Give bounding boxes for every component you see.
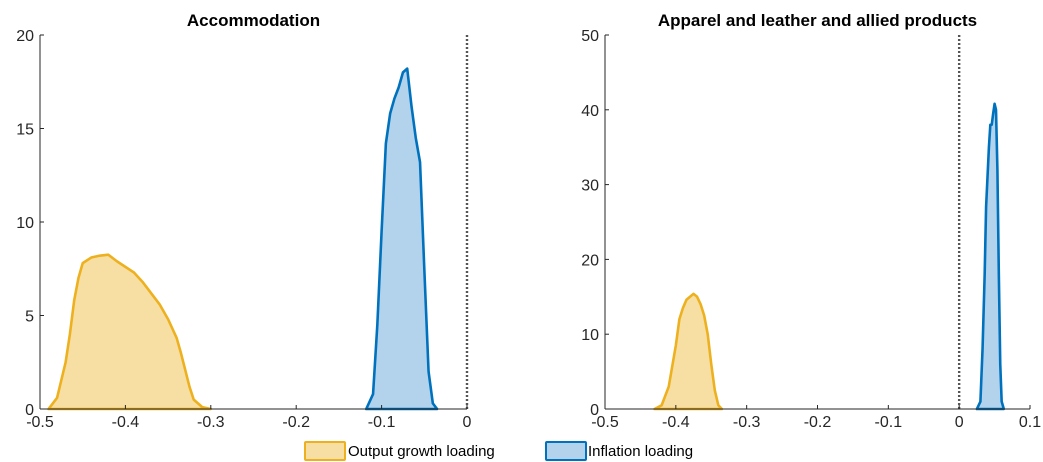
x-tick-label: -0.4 [662,414,690,431]
x-tick-label: -0.3 [197,414,225,431]
density-area-inflation [364,67,439,411]
x-tick-label: -0.1 [875,414,903,431]
legend-label-inflation: Inflation loading [588,443,693,460]
y-tick-label: 50 [581,28,599,45]
y-tick-label: 20 [16,28,34,45]
y-tick-label: 40 [581,103,599,120]
y-tick-label: 5 [25,309,34,326]
panel-apparel: Apparel and leather and allied products … [581,11,1041,431]
legend: Output growth loading Inflation loading [304,441,693,461]
x-tick-label: -0.5 [26,414,54,431]
density-area-output-growth [653,292,724,411]
x-tick-label: -0.3 [733,414,761,431]
y-tick-label: 30 [581,178,599,195]
x-tick-label: 0.1 [1019,414,1041,431]
y-tick-label: 0 [590,402,599,419]
y-tick-label: 15 [16,122,34,139]
x-tick-label: -0.2 [804,414,832,431]
legend-swatch-output [304,441,346,461]
x-tick-label: -0.2 [282,414,310,431]
y-tick-label: 10 [16,215,34,232]
y-tick-label: 20 [581,252,599,269]
x-tick-label: -0.1 [368,414,396,431]
legend-swatch-inflation [545,441,587,461]
x-tick-label: 0 [955,414,964,431]
chart-title-apparel: Apparel and leather and allied products [658,11,977,30]
legend-label-output: Output growth loading [348,443,495,460]
y-tick-label: 0 [25,402,34,419]
density-area-inflation [975,102,1006,411]
chart-title-accommodation: Accommodation [187,11,320,30]
density-area-output-growth [47,253,213,411]
y-tick-label: 10 [581,327,599,344]
x-tick-label: 0 [463,414,472,431]
panel-accommodation: Accommodation -0.5 -0.4 -0.3 -0.2 -0.1 0 0 5 10 1… [16,11,471,431]
x-tick-label: -0.4 [112,414,140,431]
x-tick-label: -0.5 [591,414,619,431]
